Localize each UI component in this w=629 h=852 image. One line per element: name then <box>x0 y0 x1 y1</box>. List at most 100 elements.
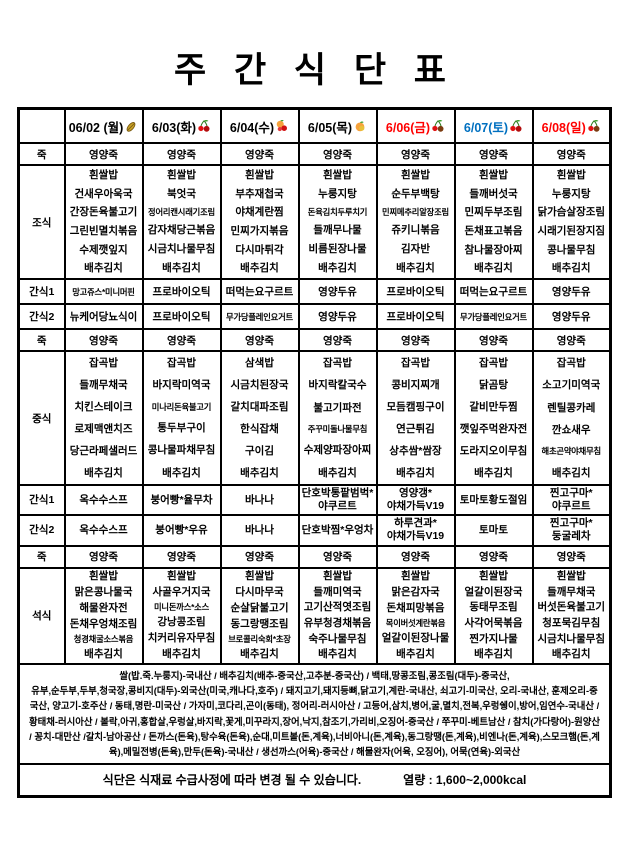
menu-item: 배추김치 <box>318 648 357 661</box>
menu-item: 목이버섯계란볶음 <box>385 618 446 629</box>
menu-item: 바지락칼국수 <box>308 379 367 392</box>
menu-item: 배추김치 <box>84 648 123 661</box>
menu-item: 깻잎주먹완자전 <box>459 422 528 435</box>
menu-item: 깐쇼새우 <box>551 424 591 436</box>
menu-cell: 찐고구마*둥굴레차 <box>531 514 612 547</box>
menu-list: 잡곡밥 바지락칼국수 불고기파전 주꾸미돌나물무침 수제양파장아찌 배추김치 <box>301 353 375 483</box>
menu-item: 해초곤약야채무침 <box>541 446 602 457</box>
menu-cell: 붕어빵*율무차 <box>141 483 222 517</box>
menu-item: 불고기파전 <box>313 401 362 414</box>
menu-item: 배추김치 <box>396 262 435 275</box>
menu-item: 닭가슴살장조림 <box>537 206 606 219</box>
menu-cell: 단호박찜*우엉차 <box>297 514 378 547</box>
menu-item: 잡곡밥 <box>479 356 508 369</box>
menu-item: 배추김치 <box>474 262 513 275</box>
menu-cell: 영양죽 <box>375 544 456 569</box>
menu-cell: 영양죽 <box>63 142 144 166</box>
day-label: 6/03(화) <box>151 120 197 135</box>
row-label: 석식 <box>17 566 66 665</box>
porridge-row-3: 죽 영양죽 영양죽 영양죽 영양죽 영양죽 영양죽 영양죽 <box>17 544 612 569</box>
day-label: 6/07(토) <box>463 120 509 135</box>
menu-cell: 흰쌀밥 누룽지탕 돈육김치두루치기 들깨무나물 비름된장나물 배추김치 <box>297 164 378 280</box>
menu-item: 도라지오이무침 <box>459 444 528 457</box>
row-label: 간식2 <box>17 514 66 547</box>
menu-item: 쥬키니볶음 <box>391 224 440 237</box>
row-label: 조식 <box>17 164 66 280</box>
origin-line: 유부,순두부,두부,청국장,콩비지(대두)-외국산(미국,캐나다,호주) / 돼… <box>31 685 598 697</box>
menu-item: 청경채굴소스볶음 <box>73 634 134 645</box>
menu-cell: 영양두유 <box>531 278 612 305</box>
day-label: 6/06(금) <box>385 120 431 135</box>
row-label: 죽 <box>17 142 66 166</box>
cherry-icon <box>510 119 522 132</box>
breakfast-row: 조식 흰쌀밥 건새우아욱국 간장돈육불고기 그린빈멸치볶음 수제깻잎지 배추김치 흰쌀밥 북… <box>17 164 612 280</box>
day-header-mon: 06/02 (월) <box>63 107 144 144</box>
menu-item: 김자반 <box>401 243 430 256</box>
menu-cell: 영양죽 <box>63 544 144 569</box>
day-label: 06/02 (월) <box>68 120 124 135</box>
menu-item: 맑은콩나물국 <box>74 586 133 599</box>
menu-item: 해물완자전 <box>79 602 128 615</box>
menu-item: 수제깻잎지 <box>79 243 128 256</box>
menu-item: 흰쌀밥 <box>479 570 508 583</box>
menu-cell: 영양죽 <box>375 328 456 352</box>
menu-cell: 영양죽 <box>531 544 612 569</box>
menu-cell: 무가당플레인요거트 <box>453 303 534 330</box>
menu-item: 갈비만두찜 <box>469 400 518 413</box>
menu-item: 배추김치 <box>396 466 435 479</box>
menu-cell: 떠먹는요구르트 <box>453 278 534 305</box>
menu-item: 강낭콩조림 <box>157 616 206 629</box>
menu-cell: 잡곡밥 닭곰탕 갈비만두찜 깻잎주먹완자전 도라지오이무침 배추김치 <box>453 350 534 486</box>
menu-item: 배추김치 <box>474 466 513 479</box>
menu-list: 잡곡밥 들깨무채국 치킨스테이크 로제맥앤치즈 당근라페샐러드 배추김치 <box>67 353 141 483</box>
menu-item: 다시마튀각 <box>235 243 284 256</box>
origin-info: 쌀(밥.죽.누룽지)-국내산 / 배추김치(배추-중국산,고추분-중국산) / … <box>17 662 612 765</box>
snack2-afternoon-row: 간식2 옥수수스프 붕어빵*우유 바나나 단호박찜*우엉차 하루견과*야채가득V… <box>17 514 612 547</box>
origin-line: 쌀(밥.죽.누룽지)-국내산 / 배추김치(배추-중국산,고추분-중국산) / … <box>119 670 510 682</box>
menu-cell: 흰쌀밥 건새우아욱국 간장돈육불고기 그린빈멸치볶음 수제깻잎지 배추김치 <box>63 164 144 280</box>
menu-list: 흰쌀밥 건새우아욱국 간장돈육불고기 그린빈멸치볶음 수제깻잎지 배추김치 <box>67 167 141 277</box>
menu-item: 흰쌀밥 <box>167 570 196 583</box>
menu-item: 갈치대파조림 <box>230 400 289 413</box>
menu-item: 순두부백탕 <box>391 188 440 201</box>
menu-item: 흰쌀밥 <box>556 570 586 583</box>
menu-cell: 영양죽 <box>297 544 378 569</box>
menu-item: 순살닭불고기 <box>230 602 289 615</box>
menu-item: 돈육김치두루치기 <box>307 207 368 218</box>
menu-item: 잡곡밥 <box>167 356 196 369</box>
menu-list: 삼색밥 시금치된장국 갈치대파조림 한식잡채 구이김 배추김치 <box>223 353 297 483</box>
menu-item: 청포묵김무침 <box>542 617 601 630</box>
menu-item: 숙주나물무침 <box>308 632 367 645</box>
menu-item: 배추김치 <box>240 648 279 661</box>
menu-item: 배추김치 <box>551 262 591 275</box>
menu-list: 흰쌀밥 누룽지탕 돈육김치두루치기 들깨무나물 비름된장나물 배추김치 <box>301 167 375 277</box>
menu-cell: 영양죽 <box>453 544 534 569</box>
menu-list: 잡곡밥 콩비지찌개 모듬캠핑구이 연근튀김 상추쌈*쌈장 배추김치 <box>379 353 453 483</box>
menu-cell: 프로바이오틱 <box>375 278 456 305</box>
menu-list: 흰쌀밥 부추재첩국 야채계란찜 민찌가지볶음 다시마튀각 배추김치 <box>223 167 297 277</box>
menu-item: 들깨무나물 <box>313 224 362 237</box>
menu-cell: 하루견과*야채가득V19 <box>375 514 456 547</box>
row-label: 죽 <box>17 328 66 352</box>
day-label: 6/04(수) <box>229 120 275 135</box>
row-label: 간식2 <box>17 303 66 330</box>
date-header-row: 06/02 (월) 6/03(화) 6/04(수) 6/05(목) 6/06(금… <box>17 107 612 144</box>
menu-item: 구이김 <box>245 444 274 457</box>
snack1-morning-row: 간식1 망고쥬스*미니머핀 프로바이오틱 떠먹는요구르트 영양두유 프로바이오틱… <box>17 278 612 305</box>
peach-cherry-icon <box>276 119 288 132</box>
menu-item: 잡곡밥 <box>323 356 352 369</box>
menu-item: 로제맥앤치즈 <box>74 422 133 435</box>
menu-item: 얼갈이된장나물 <box>381 632 450 645</box>
menu-item: 배추김치 <box>240 262 279 275</box>
cherry-icon <box>198 119 210 132</box>
origin-line: 황태채-러시아산 / 볼락,아귀,홍합살,우렁살,바지락,꽃게,미꾸라지,장어,… <box>28 715 601 727</box>
menu-item: 돈채표고볶음 <box>464 225 523 238</box>
day-header-sat: 6/07(토) <box>453 107 534 144</box>
menu-item: 미니돈까스*소스 <box>153 602 210 613</box>
grain-icon <box>126 122 136 132</box>
menu-item: 콩나물파채무침 <box>147 444 216 457</box>
day-label: 6/05(목) <box>307 120 353 135</box>
menu-cell: 영양죽 <box>219 142 300 166</box>
menu-cell: 영양두유 <box>297 278 378 305</box>
menu-item: 흰쌀밥 <box>89 169 118 182</box>
